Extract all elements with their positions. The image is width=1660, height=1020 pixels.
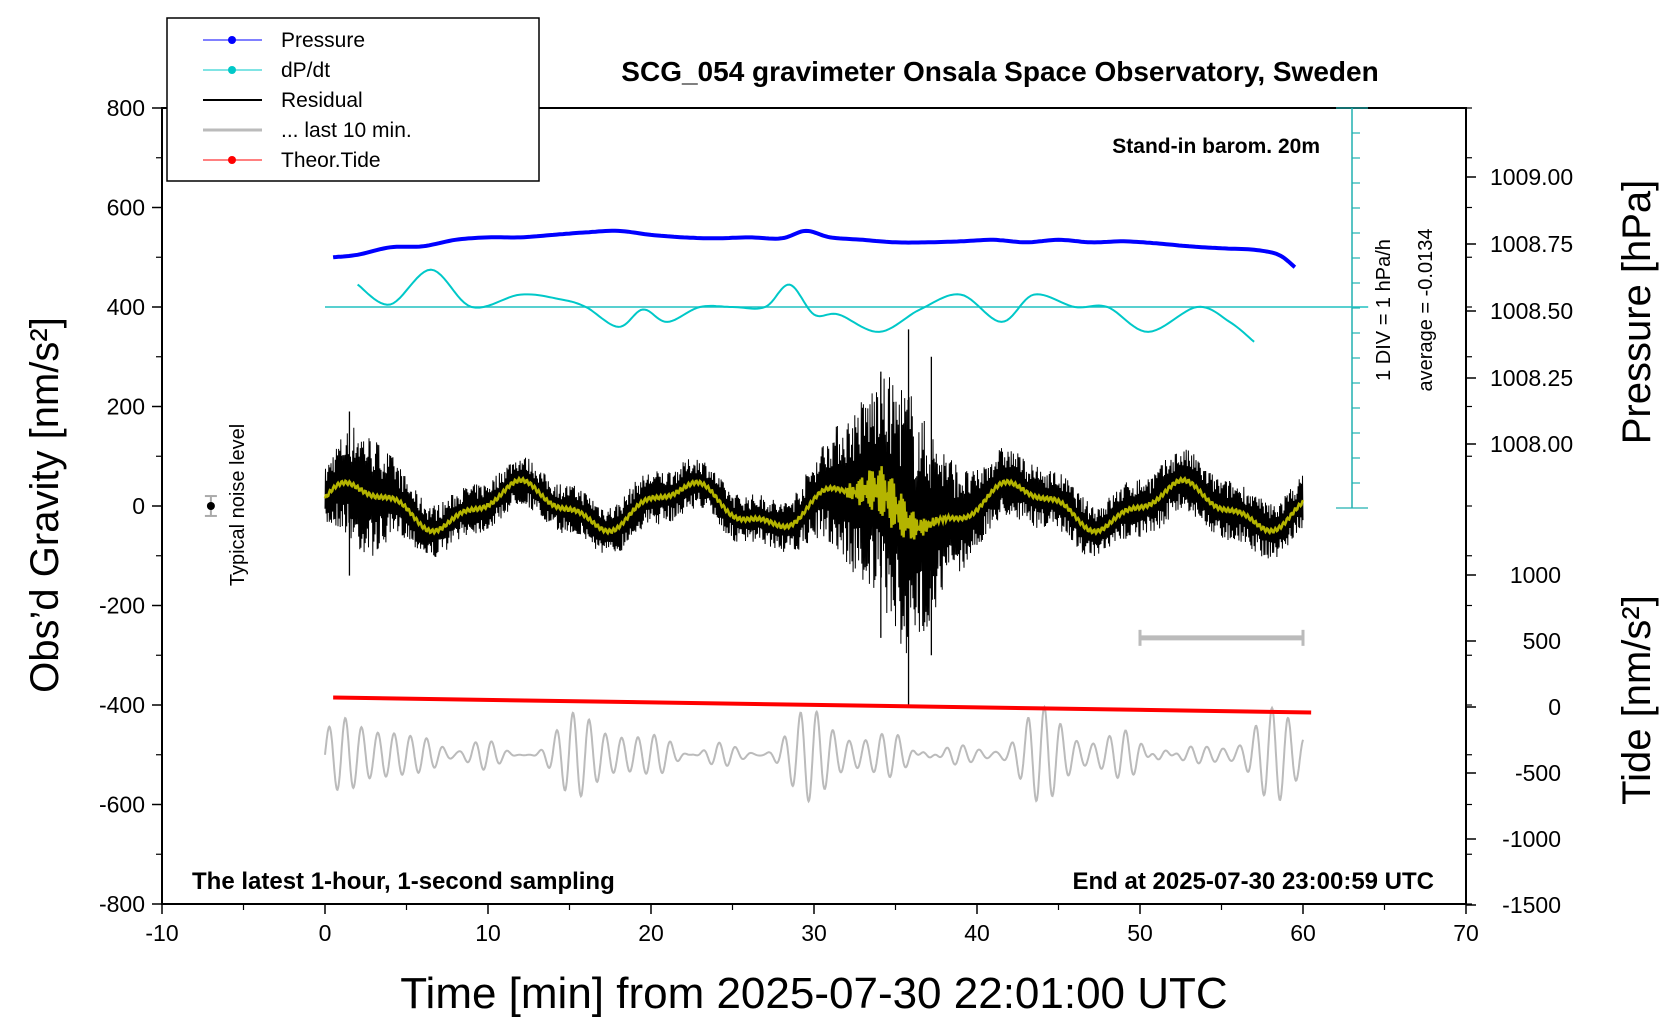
pressure-series xyxy=(332,228,1297,269)
noise-level-marker xyxy=(204,495,217,517)
x-tick-label: 30 xyxy=(801,920,827,946)
end-time-label: End at 2025-07-30 23:00:59 UTC xyxy=(1073,868,1435,895)
residual-smoothed-line xyxy=(323,466,1305,540)
y-axis-title-left: Obs’d Gravity [nm/s²] xyxy=(23,317,67,693)
x-tick-label: 10 xyxy=(475,920,501,946)
y-axis-title-tide: Tide [nm/s²] xyxy=(1615,595,1659,805)
x-tick-label: 40 xyxy=(964,920,990,946)
legend-label: Pressure xyxy=(281,29,365,52)
ten-minute-bar xyxy=(1138,629,1305,646)
noise-point xyxy=(206,502,215,510)
legend-label: Theor.Tide xyxy=(281,149,381,172)
chart-title: SCG_054 gravimeter Onsala Space Observat… xyxy=(621,56,1378,87)
legend-marker xyxy=(228,66,236,74)
x-tick-label: -10 xyxy=(145,920,178,946)
dpdt-scale-label: 1 DIV = 1 hPa/h xyxy=(1373,239,1395,381)
tide-tick-label: 500 xyxy=(1523,628,1561,654)
legend-marker xyxy=(228,156,236,164)
tide-tick-label: 1000 xyxy=(1510,562,1561,588)
pressure-line xyxy=(332,228,1297,269)
y-tick-label: 800 xyxy=(107,95,145,121)
y-axis-ticks: -800 -600 -400 -200 0 200 400 600 800 xyxy=(99,95,1472,917)
tide-line xyxy=(333,695,1312,715)
x-axis-title: Time [min] from 2025-07-30 22:01:00 UTC xyxy=(400,969,1227,1018)
pressure-tick-label: 1008.00 xyxy=(1490,431,1573,457)
sampling-label: The latest 1-hour, 1-second sampling xyxy=(192,868,615,895)
y-tick-label: 400 xyxy=(107,294,145,320)
legend: Pressure dP/dt Residual ... last 10 min. The… xyxy=(166,17,540,182)
dpdt-series xyxy=(325,268,1369,343)
x-axis-ticks: -10 0 10 20 30 40 50 60 70 xyxy=(145,904,1479,946)
legend-label: ... last 10 min. xyxy=(281,119,412,142)
x-tick-label: 50 xyxy=(1127,920,1153,946)
residual-smoothed-series xyxy=(323,466,1305,540)
last-10-min-series xyxy=(324,704,1304,804)
y-tick-label: 200 xyxy=(107,394,145,420)
noise-label: Typical noise level xyxy=(227,424,249,586)
tide-tick-label: -1500 xyxy=(1502,892,1561,918)
pressure-axis-ticks: 1009.00 1008.75 1008.50 1008.25 1008.00 xyxy=(1466,164,1573,457)
legend-marker xyxy=(228,36,236,44)
x-tick-label: 20 xyxy=(638,920,664,946)
legend-label: Residual xyxy=(281,89,363,112)
y-tick-label: -200 xyxy=(99,593,145,619)
pressure-tick-label: 1009.00 xyxy=(1490,164,1573,190)
pressure-tick-label: 1008.25 xyxy=(1490,365,1573,391)
dpdt-average-label: average = -0.0134 xyxy=(1415,229,1437,392)
pressure-tick-label: 1008.75 xyxy=(1490,231,1573,257)
y-tick-label: -800 xyxy=(99,891,145,917)
pressure-tick-label: 1008.50 xyxy=(1490,298,1573,324)
y-axis-title-pressure: Pressure [hPa] xyxy=(1615,180,1659,445)
dpdt-scale-bar xyxy=(1336,107,1368,509)
residual-series xyxy=(324,329,1304,705)
dpdt-line xyxy=(357,268,1255,343)
y-tick-label: 0 xyxy=(132,493,145,519)
tide-tick-label: -500 xyxy=(1515,760,1561,786)
theor-tide-series xyxy=(333,695,1312,715)
tide-tick-label: 0 xyxy=(1548,694,1561,720)
x-tick-label: 60 xyxy=(1290,920,1316,946)
x-tick-label: 0 xyxy=(319,920,332,946)
x-tick-label: 70 xyxy=(1453,920,1479,946)
barometer-label: Stand-in barom. 20m xyxy=(1112,135,1320,158)
y-tick-label: 600 xyxy=(107,195,145,221)
residual-line xyxy=(324,376,1304,654)
tide-axis-ticks: 1000 500 0 -500 -1000 -1500 xyxy=(1466,562,1561,918)
y-tick-label: -400 xyxy=(99,692,145,718)
tide-tick-label: -1000 xyxy=(1502,826,1561,852)
legend-label: dP/dt xyxy=(281,59,330,82)
last-10-min-line xyxy=(324,704,1304,804)
y-tick-label: -600 xyxy=(99,792,145,818)
